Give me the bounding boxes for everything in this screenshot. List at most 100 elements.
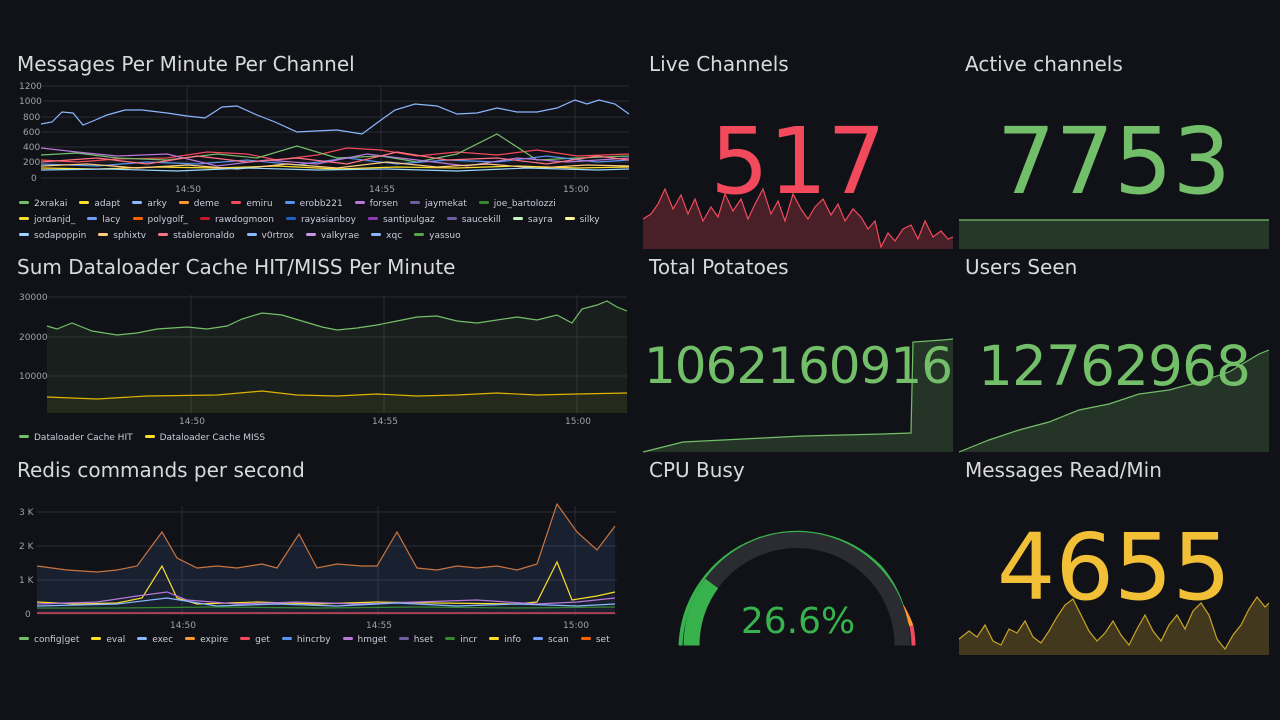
active-channels-value: 7753 [996,108,1232,215]
dataloader-cache-chart[interactable]: 30000 20000 10000 14:50 14:55 15:00 [17,283,632,433]
legend-item[interactable]: rayasianboy [285,212,356,228]
y-tick: 0 [31,174,37,184]
legend-swatch [580,637,591,640]
legend-swatch [132,217,143,220]
x-axis: 14:50 14:55 15:00 [170,621,589,631]
legend-item[interactable]: Dataloader Cache HIT [19,430,133,446]
total-potatoes-panel: Total Potatoes 1062160916 [642,255,953,453]
legend-label: eval [106,635,126,645]
legend-swatch [284,201,295,204]
legend-item[interactable]: 2xrakai [19,196,67,212]
legend-item[interactable]: arky [132,196,167,212]
legend-item[interactable]: info [489,632,521,648]
legend-label: valkyrae [320,231,360,241]
legend-item[interactable]: incr [445,632,477,648]
legend-item[interactable]: lacy [87,212,121,228]
legend-item[interactable]: saucekill [446,212,501,228]
legend-item[interactable]: v0rtrox [246,228,294,244]
dataloader-cache-panel: Sum Dataloader Cache HIT/MISS Per Minute… [17,255,632,450]
legend-item[interactable]: emiru [231,196,273,212]
legend-item[interactable]: sphixtv [98,228,146,244]
legend-item[interactable]: exec [137,632,173,648]
messages-per-minute-chart[interactable]: 1200 1000 800 600 400 200 0 14 [17,80,632,220]
panel-title[interactable]: Total Potatoes [649,255,789,279]
legend-label: erobb221 [299,199,343,209]
legend-swatch [414,233,425,236]
legend-item[interactable]: eval [91,632,125,648]
panel-title[interactable]: CPU Busy [649,458,745,482]
legend-item[interactable]: hset [398,632,433,648]
legend-label: saucekill [461,215,501,225]
messages-read-value: 4655 [996,514,1232,621]
legend-item[interactable]: yassuo [414,228,461,244]
legend-label: yassuo [429,231,461,241]
legend-swatch [79,201,90,204]
legend-item[interactable]: valkyrae [305,228,360,244]
x-tick: 14:55 [366,621,392,631]
legend-label: sphixtv [113,231,147,241]
legend-label: santipulgaz [382,215,435,225]
y-tick: 20000 [19,333,48,343]
legend-swatch [533,637,543,640]
panel-title[interactable]: Live Channels [649,52,789,76]
legend-item[interactable]: rawdogmoon [199,212,274,228]
legend-item[interactable]: scan [533,632,569,648]
legend-swatch [410,201,421,204]
x-axis: 14:50 14:55 15:00 [175,185,589,195]
messages-read-panel: Messages Read/Min 4655 [958,458,1270,655]
cpu-busy-gauge [678,530,916,646]
legend-swatch [478,201,489,204]
legend-label: jordanjd_ [34,215,76,225]
legend-item[interactable]: expire [185,632,228,648]
legend-item[interactable]: xqc [371,228,402,244]
panel-title[interactable]: Active channels [965,52,1123,76]
hit-area [47,301,627,413]
legend-item[interactable]: joe_bartolozzi [478,196,556,212]
legend-label: joe_bartolozzi [493,199,556,209]
legend-item[interactable]: get [240,632,270,648]
series-hmget [36,591,616,605]
legend-swatch [98,233,109,236]
legend-item[interactable]: config|get [19,632,79,648]
x-tick: 14:50 [179,417,205,427]
panel-title[interactable]: Messages Read/Min [965,458,1162,482]
redis-commands-chart[interactable]: 3 K 2 K 1 K 0 14:50 14:55 15:00 [17,486,632,636]
legend-item[interactable]: santipulgaz [367,212,435,228]
legend-item[interactable]: erobb221 [284,196,343,212]
legend-item[interactable]: hmget [342,632,387,648]
legend-swatch [342,637,353,640]
legend-item[interactable]: sayra [512,212,553,228]
legend-label: xqc [386,231,403,241]
legend-item[interactable]: deme [178,196,219,212]
panel-title[interactable]: Redis commands per second [17,458,305,482]
panel-title[interactable]: Sum Dataloader Cache HIT/MISS Per Minute [17,255,456,279]
legend-item[interactable]: adapt [79,196,120,212]
legend-swatch [199,217,210,220]
legend-item[interactable]: hincrby [281,632,331,648]
users-seen-value: 12762968 [978,334,1251,398]
legend-label: rawdogmoon [214,215,274,225]
legend-swatch [178,201,189,204]
legend-item[interactable]: polygolf_ [132,212,188,228]
miss-area [47,391,627,413]
legend-item[interactable]: forsen [354,196,398,212]
total-potatoes-value: 1062160916 [643,337,953,395]
series-sodapoppin [40,167,630,172]
legend-item[interactable]: silky [564,212,600,228]
legend-item[interactable]: sodapoppin [19,228,86,244]
x-tick: 14:55 [369,185,395,195]
legend-label: get [255,635,270,645]
legend-item[interactable]: jordanjd_ [19,212,75,228]
legend-item[interactable]: Dataloader Cache MISS [144,430,265,446]
legend-swatch [285,217,296,220]
legend-item[interactable]: jaymekat [410,196,467,212]
x-axis: 14:50 14:55 15:00 [179,417,591,427]
legend-item[interactable]: set [580,632,610,648]
y-axis: 30000 20000 10000 [19,293,48,382]
legend-item[interactable]: stableronaldo [158,228,235,244]
series-incr [37,606,616,609]
panel-title[interactable]: Messages Per Minute Per Channel [17,52,355,76]
messages-read-sparkline [958,595,1270,655]
panel-title[interactable]: Users Seen [965,255,1078,279]
legend-label: hincrby [296,635,331,645]
